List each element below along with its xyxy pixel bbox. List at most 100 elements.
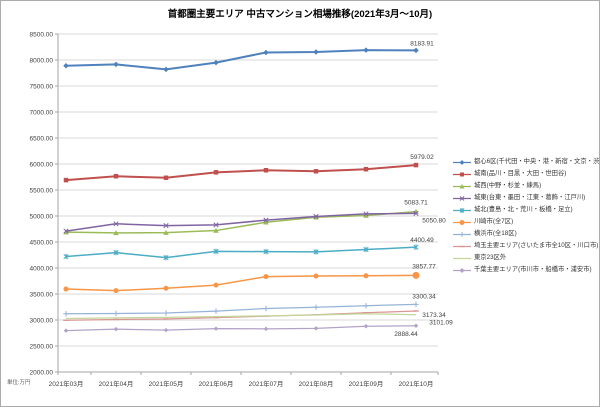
plus-marker bbox=[213, 308, 219, 314]
plus-marker bbox=[313, 304, 319, 311]
series-markers bbox=[63, 323, 419, 333]
series-line bbox=[65, 313, 417, 320]
legend-label: 千葉主要エリア(市川市・船橋市・浦安市) bbox=[474, 266, 592, 273]
data-label: 4400.49 bbox=[410, 237, 434, 244]
x-marker bbox=[363, 211, 369, 217]
diamond-marker bbox=[363, 47, 369, 53]
triangle-marker bbox=[263, 219, 269, 225]
series-markers bbox=[63, 162, 419, 183]
legend-item: 東京23区外 bbox=[453, 252, 599, 264]
asterisk-marker bbox=[213, 248, 219, 255]
diamond-marker bbox=[63, 328, 69, 333]
x-tick-label: 2021年07月 bbox=[249, 379, 284, 388]
diamond-marker bbox=[459, 159, 465, 165]
series-markers bbox=[63, 47, 419, 73]
legend-key-icon bbox=[453, 172, 471, 176]
square-marker bbox=[363, 166, 369, 172]
x-marker bbox=[413, 210, 419, 216]
x-marker bbox=[459, 195, 465, 201]
y-tick-label: 4000.00 bbox=[30, 266, 54, 273]
diamond-marker bbox=[459, 267, 465, 273]
y-tick-label: 3500.00 bbox=[30, 292, 54, 299]
circle-marker bbox=[113, 288, 119, 294]
asterisk-marker bbox=[163, 254, 169, 261]
asterisk-marker bbox=[413, 244, 419, 250]
square-marker bbox=[163, 175, 169, 181]
circle-marker bbox=[163, 285, 169, 291]
data-label: 3300.34 bbox=[412, 293, 436, 300]
x-marker bbox=[263, 217, 269, 223]
legend-label: 埼玉主要エリア(さいたま市全10区・川口市) bbox=[474, 242, 599, 249]
series-line bbox=[65, 164, 417, 182]
legend-key-icon bbox=[453, 195, 471, 201]
x-tick-label: 2021年08月 bbox=[299, 379, 334, 388]
y-tick-label: 3000.00 bbox=[30, 318, 54, 325]
asterisk-marker bbox=[263, 248, 269, 255]
triangle-marker bbox=[213, 227, 219, 233]
x-marker bbox=[163, 223, 169, 229]
x-marker bbox=[113, 221, 119, 227]
y-tick-label: 2000.00 bbox=[30, 370, 54, 377]
series-line bbox=[65, 310, 417, 321]
diamond-marker bbox=[363, 323, 369, 329]
x-tick-label: 2021年04月 bbox=[99, 379, 134, 388]
diamond-marker bbox=[263, 49, 269, 56]
legend-label: 都心6区(千代田・中央・港・新宿・文京・渋谷) bbox=[474, 158, 600, 165]
legend-item: 横浜市(全18区) bbox=[453, 228, 599, 240]
data-label: 5979.02 bbox=[410, 154, 434, 161]
legend-key-icon bbox=[453, 257, 471, 259]
y-tick-label: 8000.00 bbox=[30, 58, 54, 65]
data-label: 8183.91 bbox=[410, 40, 434, 47]
circle-marker bbox=[213, 282, 219, 288]
y-tick-label: 6000.00 bbox=[30, 162, 54, 169]
legend-key-icon bbox=[453, 159, 471, 165]
triangle-marker bbox=[363, 212, 369, 218]
y-tick-label: 6500.00 bbox=[30, 136, 54, 143]
series-markers bbox=[63, 210, 419, 234]
legend-item: 城東(台東・墨田・江東・葛飾・江戸川) bbox=[453, 192, 599, 204]
data-label: 2888.44 bbox=[394, 331, 418, 338]
series-markers bbox=[63, 301, 419, 317]
asterisk-marker bbox=[363, 246, 369, 253]
plus-marker bbox=[363, 302, 369, 309]
data-label: 5083.71 bbox=[404, 200, 428, 207]
diamond-marker bbox=[113, 326, 119, 332]
plus-marker bbox=[113, 310, 119, 317]
legend-item: 千葉主要エリア(市川市・船橋市・浦安市) bbox=[453, 264, 599, 276]
legend-label: 川崎市(全7区) bbox=[474, 218, 514, 225]
square-marker bbox=[413, 162, 419, 168]
series-markers bbox=[63, 244, 419, 261]
asterisk-marker bbox=[113, 249, 119, 256]
diamond-marker bbox=[313, 49, 319, 55]
diamond-marker bbox=[213, 326, 219, 331]
legend: 都心6区(千代田・中央・港・新宿・文京・渋谷) 城南(品川・目黒・大田・世田谷) 城… bbox=[453, 156, 599, 276]
x-tick-label: 2021年03月 bbox=[49, 379, 84, 388]
y-tick-label: 7500.00 bbox=[30, 84, 54, 91]
square-marker bbox=[113, 173, 119, 179]
legend-key-icon bbox=[453, 219, 471, 225]
legend-key-icon bbox=[453, 245, 471, 247]
legend-label: 城西(中野・杉並・練馬) bbox=[474, 182, 542, 189]
plus-marker bbox=[459, 231, 465, 237]
triangle-marker bbox=[113, 230, 119, 236]
legend-label: 横浜市(全18区) bbox=[474, 230, 517, 237]
legend-item: 川崎市(全7区) bbox=[453, 216, 599, 228]
circle-marker bbox=[459, 219, 465, 225]
square-marker bbox=[63, 177, 69, 183]
legend-key-icon bbox=[453, 183, 471, 188]
x-marker bbox=[313, 213, 319, 220]
legend-label: 城北(豊島・北・荒川・板橋・足立) bbox=[474, 206, 573, 213]
square-marker bbox=[213, 170, 219, 175]
unit-note: 単位:万円 bbox=[7, 380, 31, 386]
data-label: 3173.34 bbox=[422, 312, 446, 319]
x-tick-label: 2021年09月 bbox=[349, 379, 384, 388]
data-label: 3101.09 bbox=[429, 320, 453, 327]
asterisk-marker bbox=[459, 207, 465, 213]
series-line bbox=[65, 274, 417, 292]
x-marker bbox=[63, 228, 69, 234]
legend-key-icon bbox=[453, 267, 471, 273]
triangle-marker bbox=[459, 183, 465, 188]
series-line bbox=[65, 246, 417, 259]
square-marker bbox=[263, 167, 269, 173]
plus-marker bbox=[413, 301, 419, 308]
